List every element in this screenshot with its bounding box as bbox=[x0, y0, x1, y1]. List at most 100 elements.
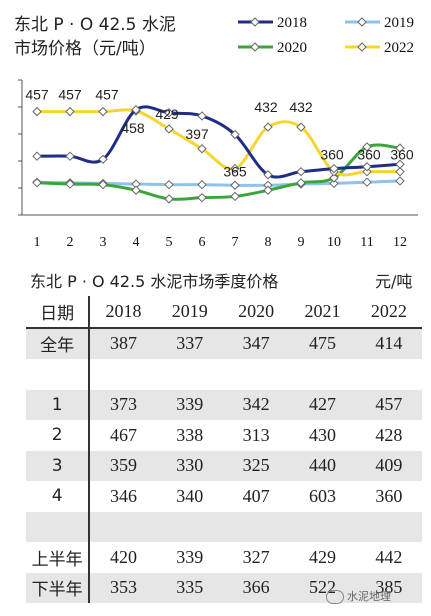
marker-2018 bbox=[230, 129, 240, 140]
row-label bbox=[26, 359, 91, 390]
marker-2018 bbox=[395, 159, 405, 169]
legend-label-2018: 2018 bbox=[277, 15, 307, 31]
marker-2020 bbox=[32, 178, 42, 188]
table-cell: 339 bbox=[156, 389, 223, 420]
marker-2018 bbox=[263, 170, 273, 180]
wechat-icon bbox=[326, 590, 344, 604]
table-cell bbox=[157, 359, 223, 390]
marker-2022 bbox=[263, 122, 273, 132]
x-tick-label: 12 bbox=[393, 235, 407, 250]
data-label: 458 bbox=[121, 120, 145, 136]
marker-2020 bbox=[296, 178, 306, 188]
table-cell: 325 bbox=[222, 450, 290, 481]
marker-2019 bbox=[164, 179, 174, 190]
x-tick-label: 6 bbox=[199, 235, 206, 250]
marker-2019 bbox=[362, 177, 372, 187]
table-cell: 475 bbox=[289, 327, 356, 359]
row-label: 下半年 bbox=[26, 572, 91, 603]
marker-2022 bbox=[362, 166, 372, 177]
table-cell: 430 bbox=[308, 424, 336, 445]
table-cell bbox=[289, 359, 355, 390]
x-tick-label: 3 bbox=[100, 235, 107, 250]
marker-2022 bbox=[230, 163, 240, 174]
table-cell: 427 bbox=[289, 389, 356, 420]
x-tick-label: 10 bbox=[327, 235, 341, 250]
series-line-2018 bbox=[36, 105, 401, 179]
table-cell bbox=[356, 359, 422, 390]
legend-marker-2018 bbox=[250, 17, 260, 27]
marker-2019 bbox=[230, 180, 240, 190]
data-label: 457 bbox=[58, 87, 82, 103]
data-label: 429 bbox=[155, 106, 179, 122]
marker-2020 bbox=[131, 185, 141, 195]
marker-2018 bbox=[197, 111, 207, 121]
row-label: 2 bbox=[26, 420, 91, 451]
marker-2022 bbox=[32, 106, 42, 117]
table-header-row: 日期 2018 2019 2020 2021 2022 bbox=[26, 296, 422, 329]
marker-2022 bbox=[98, 106, 108, 117]
table-cell: 346 bbox=[109, 485, 137, 506]
marker-2022 bbox=[197, 144, 207, 154]
table-row: 上半年 420 339 327 429 442 bbox=[26, 542, 422, 573]
table-cell: 360 bbox=[375, 485, 403, 506]
table-cell: 457 bbox=[355, 389, 422, 420]
table-row: 3 359 330 325 440 409 bbox=[26, 450, 422, 481]
legend-label-2022: 2022 bbox=[384, 40, 414, 56]
row-label: 全年 bbox=[26, 327, 91, 359]
legend-marker-2022 bbox=[357, 42, 367, 52]
table-cell: 429 bbox=[308, 546, 336, 567]
header-cell: 日期 bbox=[26, 296, 91, 329]
legend-marker-2020 bbox=[250, 42, 260, 52]
marker-2020 bbox=[98, 179, 108, 190]
table-cell bbox=[355, 511, 422, 542]
row-label: 3 bbox=[26, 450, 91, 481]
marker-2019 bbox=[329, 178, 339, 189]
table-cell: 342 bbox=[222, 389, 290, 420]
header-cell: 2019 bbox=[156, 296, 223, 329]
x-tick-label: 4 bbox=[133, 235, 140, 250]
table-row bbox=[26, 511, 422, 542]
marker-2020 bbox=[65, 179, 75, 189]
legend-label-2020: 2020 bbox=[277, 40, 307, 56]
watermark-text: 水泥地理 bbox=[347, 590, 391, 603]
marker-2022 bbox=[296, 122, 306, 132]
table-cell: 359 bbox=[89, 450, 157, 481]
header-cell: 2018 bbox=[89, 296, 157, 329]
table-row: 2 467 338 313 430 428 bbox=[26, 420, 422, 451]
watermark: 水泥地理 bbox=[326, 588, 391, 604]
x-tick-label: 7 bbox=[232, 235, 239, 250]
x-tick-label: 9 bbox=[298, 235, 305, 250]
table-cell: 373 bbox=[89, 389, 157, 420]
table-cell: 340 bbox=[176, 485, 204, 506]
table-cell bbox=[156, 511, 223, 542]
header-cell: 2021 bbox=[289, 296, 356, 329]
table-cell: 603 bbox=[308, 485, 336, 506]
marker-2020 bbox=[230, 191, 240, 202]
data-label: 360 bbox=[390, 147, 414, 163]
marker-2020 bbox=[395, 143, 405, 153]
x-tick-label: 5 bbox=[166, 235, 173, 250]
marker-2019 bbox=[197, 179, 207, 190]
table-cell bbox=[223, 359, 289, 390]
marker-2020 bbox=[362, 142, 372, 152]
table-unit: 元/吨 bbox=[375, 272, 413, 291]
marker-2018 bbox=[164, 108, 174, 118]
legend-marker-2019 bbox=[357, 17, 367, 27]
marker-2022 bbox=[65, 106, 75, 117]
row-label: 4 bbox=[26, 481, 91, 512]
marker-2019 bbox=[395, 176, 405, 186]
data-label: 457 bbox=[95, 87, 119, 103]
marker-2018 bbox=[329, 163, 339, 174]
data-label: 457 bbox=[25, 87, 49, 103]
table-cell: 420 bbox=[109, 546, 137, 567]
table-cell: 337 bbox=[156, 327, 223, 359]
marker-2020 bbox=[197, 192, 207, 203]
chart-subtitle: 市场价格（元/吨） bbox=[14, 39, 156, 59]
x-tick-label: 1 bbox=[34, 235, 41, 250]
marker-2018 bbox=[98, 154, 108, 164]
table-cell: 347 bbox=[222, 327, 290, 359]
data-label: 365 bbox=[223, 164, 247, 180]
row-label bbox=[26, 511, 91, 542]
table-cell: 339 bbox=[176, 546, 204, 567]
